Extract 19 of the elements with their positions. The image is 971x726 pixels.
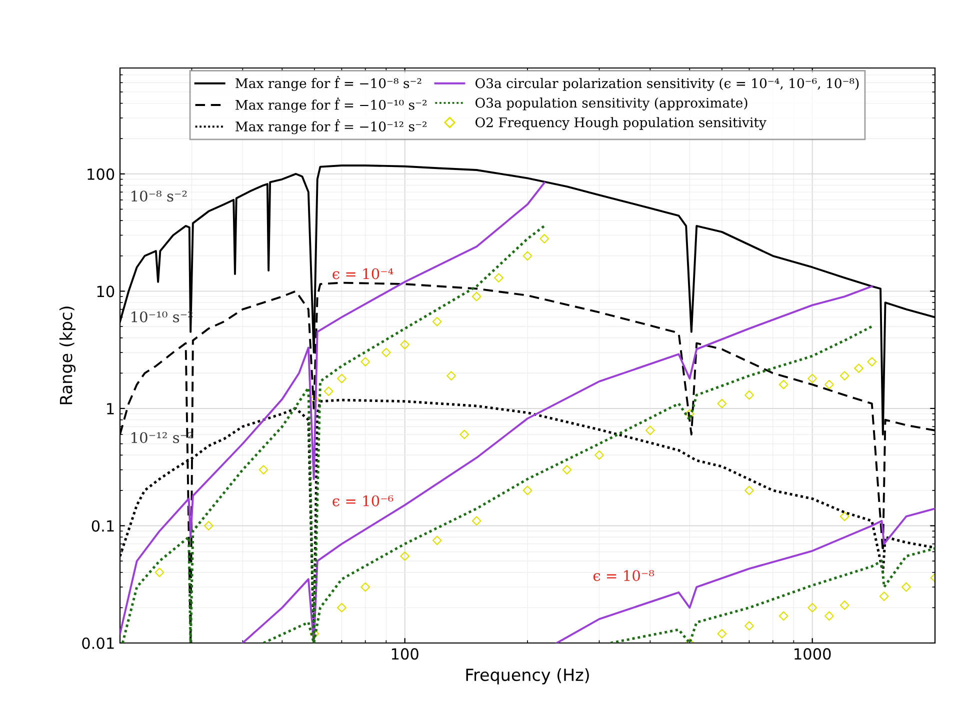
annotation: ϵ = 10⁻⁴ [332, 268, 394, 280]
annotation: 10⁻¹² s⁻² [132, 432, 192, 444]
annotation: ϵ = 10⁻⁸ [593, 570, 654, 582]
x-tick-label: 1000 [794, 648, 831, 660]
y-tick-label: 100 [88, 168, 114, 180]
x-axis-title: Frequency (Hz) [466, 668, 589, 684]
legend-label: Max range for ḟ = −10⁻⁸ s⁻² [236, 76, 422, 91]
annotation: ϵ = 10⁻⁶ [332, 495, 394, 506]
legend-label: Max range for ḟ = −10⁻¹⁰ s⁻² [236, 98, 426, 113]
legend-label: O3a circular polarization sensitivity (ϵ = 10⁻⁴, 10⁻⁶, 10⁻⁸) [476, 78, 859, 91]
y-tick-label: 10 [97, 286, 114, 298]
y-tick-label: 0.01 [82, 637, 114, 650]
legend-label: O3a population sensitivity (approximate) [476, 98, 748, 110]
legend-label: Max range for ḟ = −10⁻¹² s⁻² [236, 119, 426, 134]
y-tick-label: 0.1 [92, 520, 114, 532]
legend-label: O2 Frequency Hough population sensitivity [476, 117, 766, 130]
y-tick-label: 1 [107, 403, 114, 414]
y-axis-title: Range (kpc) [59, 306, 76, 404]
annotation: 10⁻⁸ s⁻² [132, 190, 187, 202]
